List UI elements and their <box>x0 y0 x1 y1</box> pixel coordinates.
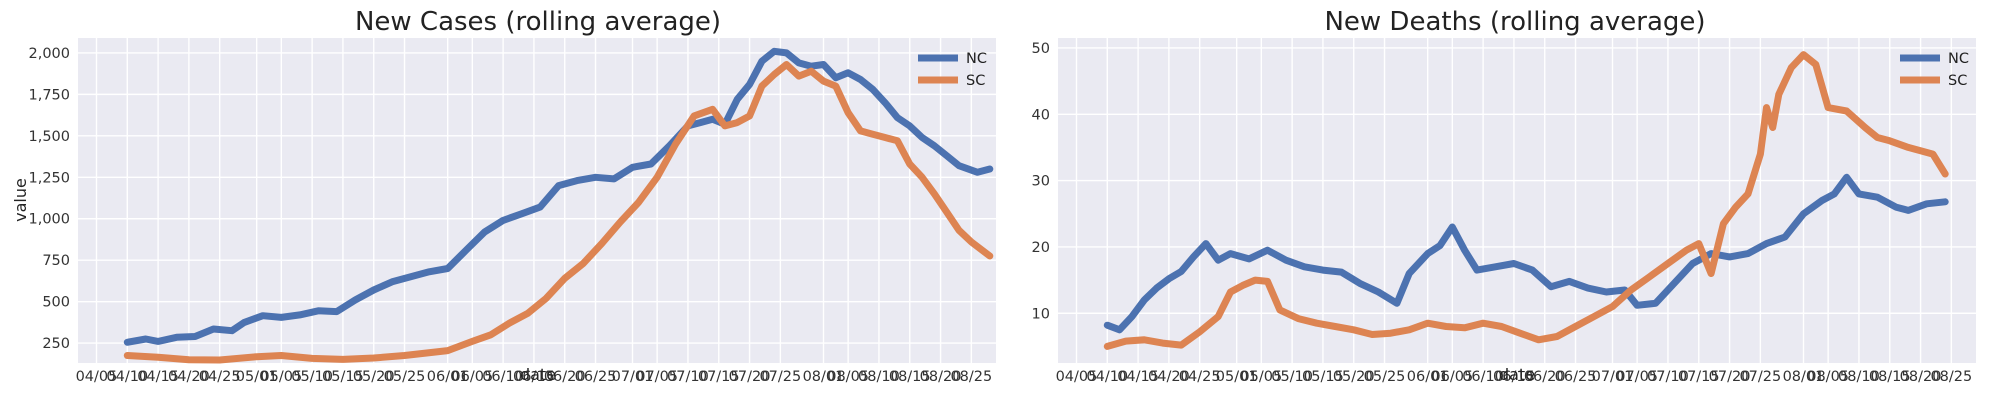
deaths-x-tick-label: 04/10 <box>1086 369 1128 385</box>
deaths-x-tick-label: 04/25 <box>1179 369 1221 385</box>
cases-y-tick-label: 1,500 <box>28 129 70 145</box>
cases-x-tick-label: 07/20 <box>729 369 771 385</box>
cases-x-tick-label: 08/20 <box>920 369 962 385</box>
cases-x-tick-label: 04/05 <box>76 369 118 385</box>
deaths-x-tick-label: 06/10 <box>1462 369 1504 385</box>
cases-y-tick-label: 2,000 <box>28 46 70 62</box>
cases-x-tick-label: 05/15 <box>322 369 364 385</box>
deaths-series-sc-line <box>1103 51 1949 350</box>
deaths-x-ticks: 04/0504/1004/1504/2004/2505/0105/0505/10… <box>1056 369 1973 385</box>
cases-legend: NC SC <box>918 51 987 89</box>
cases-x-tick-label: 07/10 <box>667 369 709 385</box>
deaths-x-tick-label: 05/25 <box>1364 369 1406 385</box>
cases-x-tick-label: 07/05 <box>636 369 678 385</box>
deaths-series-lines <box>1103 51 1949 350</box>
cases-x-tick-label: 04/25 <box>199 369 241 385</box>
deaths-x-tick-label: 06/01 <box>1407 369 1449 385</box>
deaths-x-tick-label: 07/01 <box>1592 369 1634 385</box>
cases-y-tick-label: 250 <box>42 336 70 352</box>
cases-x-tick-label: 05/25 <box>384 369 426 385</box>
deaths-legend: NC SC <box>1900 51 1969 89</box>
cases-legend-label-nc: NC <box>966 51 987 67</box>
deaths-y-ticks: 10 20 30 40 50 <box>1032 41 1050 322</box>
deaths-legend-label-nc: NC <box>1948 51 1969 67</box>
cases-x-tick-label: 07/25 <box>759 369 801 385</box>
deaths-x-tick-label: 08/01 <box>1783 369 1825 385</box>
deaths-chart-title: New Deaths (rolling average) <box>1324 7 1705 37</box>
deaths-x-tick-label: 08/10 <box>1838 369 1880 385</box>
deaths-x-tick-label: 08/15 <box>1869 369 1911 385</box>
cases-plot-area <box>78 38 996 363</box>
cases-y-tick-label: 500 <box>42 295 70 311</box>
deaths-x-tick-label: 05/05 <box>1240 369 1282 385</box>
cases-x-tick-label: 05/20 <box>353 369 395 385</box>
deaths-x-tick-label: 06/15 <box>1493 369 1535 385</box>
cases-x-tick-label: 08/05 <box>827 369 869 385</box>
deaths-y-tick-label: 40 <box>1032 107 1050 123</box>
deaths-x-tick-label: 08/20 <box>1900 369 1942 385</box>
deaths-x-tick-label: 07/05 <box>1616 369 1658 385</box>
cases-x-axis-label: date <box>520 365 556 384</box>
cases-x-ticks: 04/0504/1004/1504/2004/2505/0105/0505/10… <box>76 369 993 385</box>
cases-x-tick-label: 06/01 <box>427 369 469 385</box>
cases-x-tick-label: 08/25 <box>950 369 992 385</box>
deaths-x-tick-label: 08/05 <box>1807 369 1849 385</box>
cases-y-tick-label: 750 <box>42 253 70 269</box>
deaths-legend-label-sc: SC <box>1948 73 1967 89</box>
deaths-x-tick-label: 06/25 <box>1555 369 1597 385</box>
deaths-x-tick-label: 08/25 <box>1930 369 1972 385</box>
deaths-chart: New Deaths (rolling average) 1020304050 … <box>1032 7 1976 385</box>
cases-y-ticks: 250 500 750 1,000 1,250 1,500 1,750 2,000 <box>28 46 70 352</box>
deaths-y-tick-label: 30 <box>1032 174 1050 190</box>
cases-y-axis-label: value <box>11 178 30 222</box>
cases-x-tick-label: 05/10 <box>291 369 333 385</box>
cases-x-tick-label: 08/10 <box>858 369 900 385</box>
cases-x-tick-label: 08/15 <box>889 369 931 385</box>
deaths-x-tick-label: 06/05 <box>1431 369 1473 385</box>
cases-x-tick-label: 04/15 <box>137 369 179 385</box>
cases-y-tick-label: 1,000 <box>28 212 70 228</box>
cases-legend-label-sc: SC <box>966 73 985 89</box>
deaths-y-tick-label: 10 <box>1032 306 1050 322</box>
deaths-x-tick-label: 04/20 <box>1148 369 1190 385</box>
cases-y-tick-label: 1,750 <box>28 87 70 103</box>
cases-x-tick-label: 06/25 <box>575 369 617 385</box>
cases-series-nc-line <box>123 47 994 346</box>
cases-x-tick-label: 04/10 <box>106 369 148 385</box>
cases-y-tick-label: 1,250 <box>28 170 70 186</box>
deaths-series-nc-line <box>1103 173 1949 334</box>
cases-x-tick-label: 07/01 <box>612 369 654 385</box>
deaths-x-tick-label: 05/15 <box>1302 369 1344 385</box>
deaths-x-axis-label: date <box>1499 365 1535 384</box>
cases-x-tick-label: 06/10 <box>482 369 524 385</box>
deaths-x-tick-label: 05/01 <box>1216 369 1258 385</box>
deaths-plot-area <box>1058 38 1976 363</box>
cases-x-tick-label: 06/20 <box>544 369 586 385</box>
deaths-x-tick-label: 07/10 <box>1647 369 1689 385</box>
cases-x-tick-label: 05/05 <box>260 369 302 385</box>
cases-chart: New Cases (rolling average) 250 500 750 1,0… <box>11 7 996 385</box>
deaths-x-tick-label: 07/15 <box>1678 369 1720 385</box>
deaths-x-tick-label: 06/20 <box>1524 369 1566 385</box>
cases-x-tick-label: 04/20 <box>168 369 210 385</box>
deaths-x-tick-label: 07/25 <box>1739 369 1781 385</box>
deaths-x-tick-label: 07/20 <box>1709 369 1751 385</box>
cases-x-tick-label: 08/01 <box>803 369 845 385</box>
cases-series-lines <box>123 47 994 364</box>
deaths-y-tick-label: 50 <box>1032 41 1050 57</box>
cases-x-tick-label: 06/15 <box>513 369 555 385</box>
cases-x-tick-label: 06/05 <box>451 369 493 385</box>
deaths-x-tick-label: 05/20 <box>1333 369 1375 385</box>
deaths-grid <box>1058 38 1976 363</box>
cases-x-tick-label: 05/01 <box>236 369 278 385</box>
deaths-x-tick-label: 04/05 <box>1056 369 1098 385</box>
cases-x-tick-label: 07/15 <box>698 369 740 385</box>
cases-series-sc-line <box>123 61 994 364</box>
deaths-x-tick-label: 05/10 <box>1271 369 1313 385</box>
cases-chart-title: New Cases (rolling average) <box>355 7 721 37</box>
deaths-x-tick-label: 04/15 <box>1117 369 1159 385</box>
deaths-y-tick-label: 20 <box>1032 240 1050 256</box>
